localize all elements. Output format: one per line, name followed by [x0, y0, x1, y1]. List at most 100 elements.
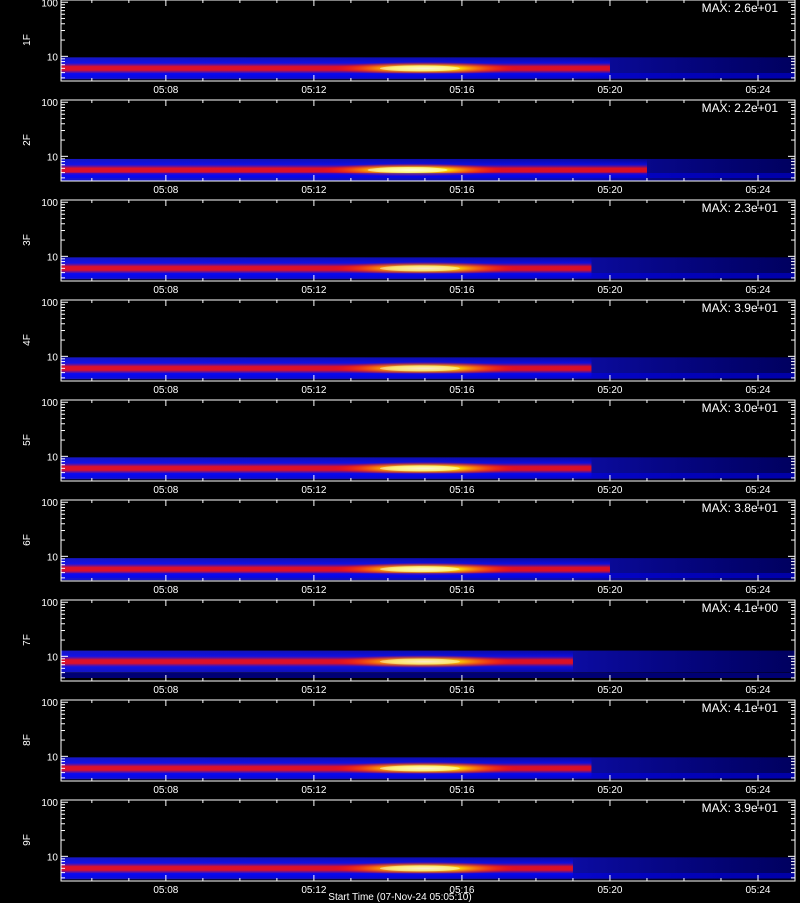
x-tick-label: 05:08 [153, 285, 178, 296]
y-tick-label: 100 [41, 98, 58, 109]
panel-3F: 100 10 3F MAX: 2.3e+01 05:08 05:12 05:16 05:20 0… [22, 198, 796, 296]
band-peak [329, 861, 520, 875]
panel-image [61, 400, 795, 481]
x-tick-label: 05:24 [745, 885, 770, 896]
x-tick-label: 05:20 [597, 185, 622, 196]
panel-label: 1F [22, 34, 33, 46]
x-tick-label: 05:16 [449, 885, 474, 896]
max-label: MAX: 2.6e+01 [702, 1, 779, 15]
max-label: MAX: 2.3e+01 [702, 201, 779, 215]
x-tick-label: 05:20 [597, 585, 622, 596]
panel-image [61, 600, 795, 681]
panel-image [61, 0, 795, 81]
x-tick-label: 05:16 [449, 85, 474, 96]
band-peak-core [367, 166, 448, 173]
y-tick-label: 100 [41, 498, 58, 509]
x-tick-label: 05:16 [449, 785, 474, 796]
x-tick-label: 05:12 [301, 385, 326, 396]
x-tick-label: 05:12 [301, 85, 326, 96]
panel-label: 8F [22, 734, 33, 746]
y-tick-label: 10 [47, 52, 59, 63]
x-tick-label: 05:24 [745, 685, 770, 696]
x-tick-label: 05:12 [301, 485, 326, 496]
max-label: MAX: 3.8e+01 [702, 501, 779, 515]
y-tick-label: 100 [41, 798, 58, 809]
band-lower-row [61, 473, 795, 478]
band-peak-core [379, 658, 460, 665]
y-tick-label: 10 [47, 752, 59, 763]
x-axis-caption: Start Time (07-Nov-24 05:05:10) [328, 892, 472, 903]
panel-image [61, 100, 795, 181]
panel-label: 4F [22, 334, 33, 346]
panel-label: 7F [22, 634, 33, 646]
x-tick-label: 05:20 [597, 685, 622, 696]
panel-label: 2F [22, 134, 33, 146]
band-lower-row [61, 73, 795, 78]
band-lower-row [61, 773, 795, 778]
band-peak-core [379, 865, 460, 872]
x-tick-label: 05:12 [301, 885, 326, 896]
panel-label: 5F [22, 434, 33, 446]
y-tick-label: 10 [47, 552, 59, 563]
x-tick-label: 05:20 [597, 785, 622, 796]
x-tick-label: 05:08 [153, 785, 178, 796]
band-peak [329, 261, 520, 275]
x-tick-label: 05:24 [745, 85, 770, 96]
x-tick-label: 05:08 [153, 485, 178, 496]
panel-6F: 100 10 6F MAX: 3.8e+01 05:08 05:12 05:16 05:20 0… [22, 498, 796, 596]
band-lower-row [61, 573, 795, 578]
panel-label: 6F [22, 534, 33, 546]
max-label: MAX: 2.2e+01 [702, 101, 779, 115]
x-tick-label: 05:20 [597, 885, 622, 896]
x-tick-label: 05:08 [153, 385, 178, 396]
panel-7F: 100 10 7F MAX: 4.1e+00 05:08 05:12 05:16 05:20 0… [22, 598, 796, 696]
panel-8F: 100 10 8F MAX: 4.1e+01 05:08 05:12 05:16 05:20 0… [22, 698, 796, 796]
x-tick-label: 05:08 [153, 185, 178, 196]
panel-image [61, 500, 795, 581]
x-tick-label: 05:12 [301, 685, 326, 696]
x-tick-label: 05:08 [153, 85, 178, 96]
x-tick-label: 05:24 [745, 385, 770, 396]
band-peak-core [379, 765, 460, 772]
panel-image [61, 800, 795, 881]
panel-9F: 100 10 9F MAX: 3.9e+01 05:08 05:12 05:16 05:20 0… [22, 798, 796, 896]
x-tick-label: 05:12 [301, 585, 326, 596]
x-tick-label: 05:24 [745, 485, 770, 496]
x-tick-label: 05:12 [301, 185, 326, 196]
band-lower-row [61, 373, 795, 378]
y-tick-label: 10 [47, 452, 59, 463]
panel-image [61, 200, 795, 281]
y-tick-label: 100 [41, 298, 58, 309]
panel-4F: 100 10 4F MAX: 3.9e+01 05:08 05:12 05:16 05:20 0… [22, 298, 796, 396]
band-peak-core [379, 265, 460, 272]
y-tick-label: 10 [47, 652, 59, 663]
panel-image [61, 300, 795, 381]
band-peak [329, 655, 520, 669]
panel-label: 3F [22, 234, 33, 246]
y-tick-label: 100 [41, 398, 58, 409]
y-tick-label: 100 [41, 198, 58, 209]
max-label: MAX: 3.9e+01 [702, 801, 779, 815]
x-tick-label: 05:16 [449, 185, 474, 196]
x-tick-label: 05:20 [597, 485, 622, 496]
x-tick-label: 05:12 [301, 285, 326, 296]
y-tick-label: 100 [41, 0, 58, 9]
x-tick-label: 05:24 [745, 185, 770, 196]
band-lower-row [61, 873, 795, 878]
band-peak-core [379, 65, 460, 72]
panel-5F: 100 10 5F MAX: 3.0e+01 05:08 05:12 05:16 05:20 0… [22, 398, 796, 496]
y-tick-label: 10 [47, 252, 59, 263]
y-tick-label: 10 [47, 852, 59, 863]
x-tick-label: 05:08 [153, 685, 178, 696]
y-tick-label: 10 [47, 152, 59, 163]
x-tick-label: 05:20 [597, 385, 622, 396]
band-peak-core [379, 566, 460, 573]
panel-2F: 100 10 2F MAX: 2.2e+01 05:08 05:12 05:16 05:20 0… [22, 98, 796, 196]
x-tick-label: 05:20 [597, 85, 622, 96]
x-tick-label: 05:16 [449, 285, 474, 296]
band-lower-row [61, 273, 795, 278]
x-tick-label: 05:16 [449, 485, 474, 496]
x-tick-label: 05:20 [597, 285, 622, 296]
x-tick-label: 05:08 [153, 885, 178, 896]
